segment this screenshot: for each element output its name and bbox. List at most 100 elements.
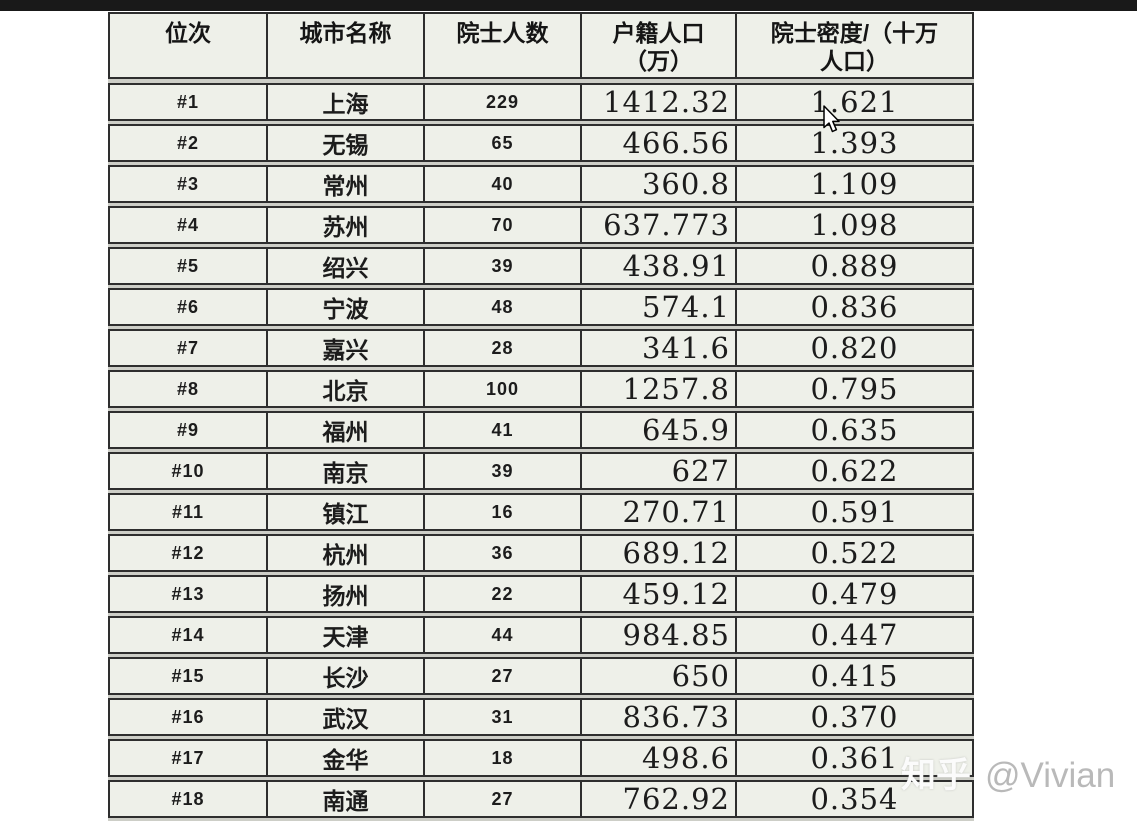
population-cell: 1257.8 bbox=[580, 372, 735, 406]
table-row: #16 武汉 31 836.73 0.370 bbox=[108, 698, 974, 736]
academician-count-cell: 44 bbox=[423, 618, 580, 652]
population-cell: 689.12 bbox=[580, 536, 735, 570]
city-academician-table: 位次 城市名称 院士人数 户籍人口 （万） 院士密度/（十万 人口） #1 上海 2… bbox=[108, 12, 974, 821]
population-cell: 459.12 bbox=[580, 577, 735, 611]
table-row: #4 苏州 70 637.773 1.098 bbox=[108, 206, 974, 244]
academician-count-cell: 22 bbox=[423, 577, 580, 611]
header-density-line2: 人口） bbox=[820, 48, 889, 74]
population-cell: 836.73 bbox=[580, 700, 735, 734]
header-rank-label: 位次 bbox=[165, 20, 211, 46]
density-cell: 0.795 bbox=[735, 372, 972, 406]
population-cell: 574.1 bbox=[580, 290, 735, 324]
density-cell: 1.098 bbox=[735, 208, 972, 242]
mouse-cursor-icon bbox=[823, 105, 840, 133]
city-cell: 上海 bbox=[266, 85, 423, 119]
academician-count-cell: 48 bbox=[423, 290, 580, 324]
population-cell: 438.91 bbox=[580, 249, 735, 283]
academician-count-cell: 100 bbox=[423, 372, 580, 406]
academician-count-cell: 65 bbox=[423, 126, 580, 160]
density-cell: 0.622 bbox=[735, 454, 972, 488]
header-academician-count: 院士人数 bbox=[423, 14, 580, 77]
table-body: #1 上海 229 1412.32 1.621 #2 无锡 65 466.56 1.393 #3 常州… bbox=[108, 83, 974, 818]
rank-cell: #7 bbox=[176, 337, 200, 358]
rank-cell: #13 bbox=[171, 583, 205, 604]
rank-cell: #11 bbox=[171, 501, 205, 522]
table-row: #2 无锡 65 466.56 1.393 bbox=[108, 124, 974, 162]
rank-cell: #10 bbox=[171, 460, 205, 481]
density-cell: 0.370 bbox=[735, 700, 972, 734]
header-density-line1: 院士密度/（十万 bbox=[770, 20, 939, 46]
city-cell: 无锡 bbox=[266, 126, 423, 160]
population-cell: 637.773 bbox=[580, 208, 735, 242]
city-cell: 常州 bbox=[266, 167, 423, 201]
table-row: #17 金华 18 498.6 0.361 bbox=[108, 739, 974, 777]
density-cell: 0.522 bbox=[735, 536, 972, 570]
city-cell: 宁波 bbox=[266, 290, 423, 324]
density-cell: 0.447 bbox=[735, 618, 972, 652]
population-cell: 498.6 bbox=[580, 741, 735, 775]
header-population-line2: （万） bbox=[624, 48, 693, 74]
academician-count-cell: 27 bbox=[423, 659, 580, 693]
header-population: 户籍人口 （万） bbox=[580, 14, 735, 77]
header-population-line1: 户籍人口 bbox=[612, 20, 705, 46]
rank-cell: #9 bbox=[176, 419, 200, 440]
table-row: #8 北京 100 1257.8 0.795 bbox=[108, 370, 974, 408]
academician-count-cell: 31 bbox=[423, 700, 580, 734]
table-row: #10 南京 39 627 0.622 bbox=[108, 452, 974, 490]
city-cell: 北京 bbox=[266, 372, 423, 406]
table-header-row: 位次 城市名称 院士人数 户籍人口 （万） 院士密度/（十万 人口） bbox=[108, 12, 974, 79]
population-cell: 341.6 bbox=[580, 331, 735, 365]
rank-cell: #2 bbox=[176, 132, 200, 153]
city-cell: 金华 bbox=[266, 741, 423, 775]
table-row: #7 嘉兴 28 341.6 0.820 bbox=[108, 329, 974, 367]
city-cell: 南京 bbox=[266, 454, 423, 488]
rank-cell: #8 bbox=[176, 378, 200, 399]
header-city-label: 城市名称 bbox=[299, 20, 392, 46]
density-cell: 1.621 bbox=[735, 85, 972, 119]
city-cell: 苏州 bbox=[266, 208, 423, 242]
table-row: #12 杭州 36 689.12 0.522 bbox=[108, 534, 974, 572]
density-cell: 0.889 bbox=[735, 249, 972, 283]
academician-count-cell: 27 bbox=[423, 782, 580, 816]
table-row: #5 绍兴 39 438.91 0.889 bbox=[108, 247, 974, 285]
population-cell: 627 bbox=[580, 454, 735, 488]
header-rank: 位次 bbox=[110, 14, 266, 77]
rank-cell: #16 bbox=[171, 706, 205, 727]
table-row: #14 天津 44 984.85 0.447 bbox=[108, 616, 974, 654]
top-bar bbox=[0, 0, 1137, 11]
header-academician-count-label: 院士人数 bbox=[456, 20, 549, 46]
city-cell: 绍兴 bbox=[266, 249, 423, 283]
header-city: 城市名称 bbox=[266, 14, 423, 77]
academician-count-cell: 28 bbox=[423, 331, 580, 365]
city-cell: 嘉兴 bbox=[266, 331, 423, 365]
city-cell: 南通 bbox=[266, 782, 423, 816]
population-cell: 762.92 bbox=[580, 782, 735, 816]
academician-count-cell: 39 bbox=[423, 249, 580, 283]
rank-cell: #17 bbox=[171, 747, 205, 768]
academician-count-cell: 70 bbox=[423, 208, 580, 242]
table-row: #15 长沙 27 650 0.415 bbox=[108, 657, 974, 695]
rank-cell: #5 bbox=[176, 255, 200, 276]
population-cell: 984.85 bbox=[580, 618, 735, 652]
academician-count-cell: 40 bbox=[423, 167, 580, 201]
academician-count-cell: 229 bbox=[423, 85, 580, 119]
academician-count-cell: 36 bbox=[423, 536, 580, 570]
city-cell: 武汉 bbox=[266, 700, 423, 734]
table-row: #18 南通 27 762.92 0.354 bbox=[108, 780, 974, 818]
population-cell: 1412.32 bbox=[580, 85, 735, 119]
city-cell: 镇江 bbox=[266, 495, 423, 529]
population-cell: 360.8 bbox=[580, 167, 735, 201]
table-row: #13 扬州 22 459.12 0.479 bbox=[108, 575, 974, 613]
density-cell: 0.354 bbox=[735, 782, 972, 816]
city-cell: 长沙 bbox=[266, 659, 423, 693]
population-cell: 650 bbox=[580, 659, 735, 693]
density-cell: 0.635 bbox=[735, 413, 972, 447]
header-density: 院士密度/（十万 人口） bbox=[735, 14, 972, 77]
rank-cell: #14 bbox=[171, 624, 205, 645]
density-cell: 0.820 bbox=[735, 331, 972, 365]
table-row: #6 宁波 48 574.1 0.836 bbox=[108, 288, 974, 326]
academician-count-cell: 41 bbox=[423, 413, 580, 447]
density-cell: 0.591 bbox=[735, 495, 972, 529]
city-cell: 杭州 bbox=[266, 536, 423, 570]
